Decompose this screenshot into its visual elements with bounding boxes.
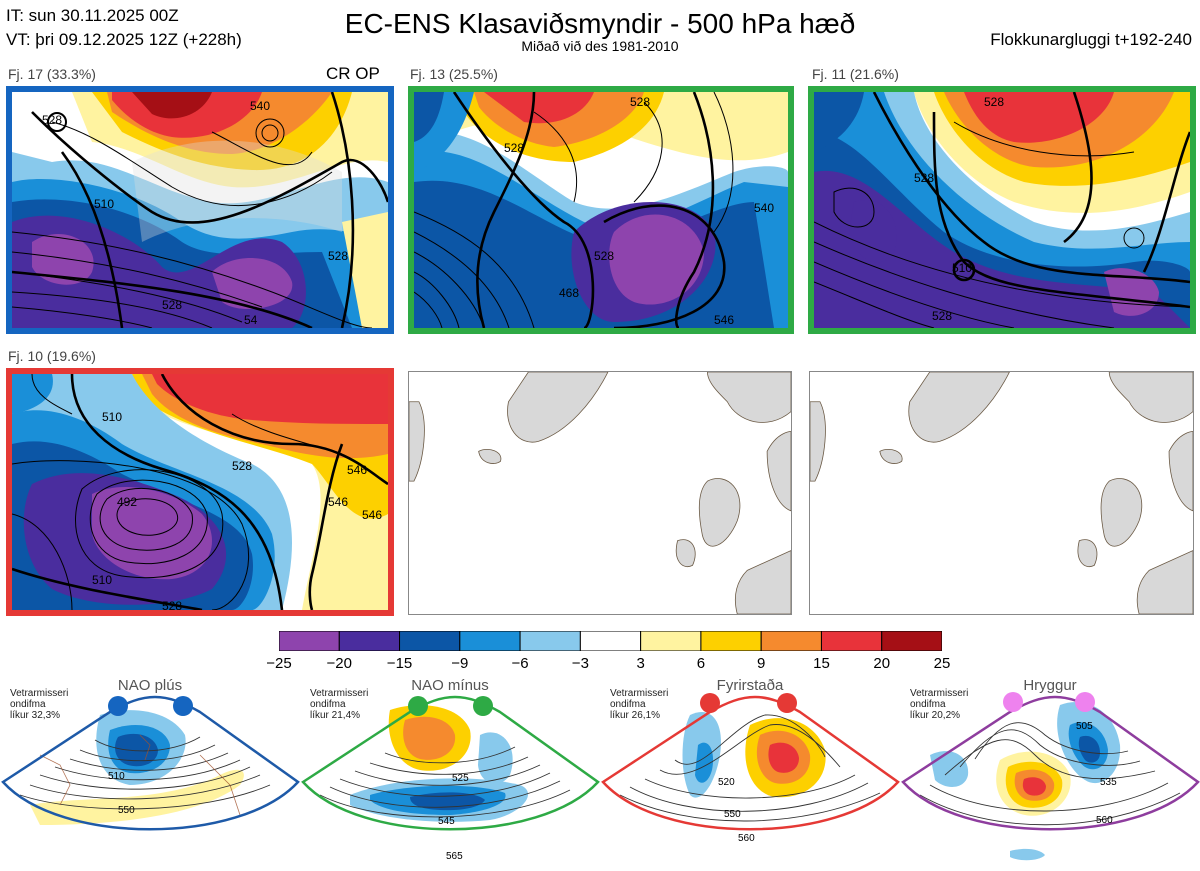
regime-ridge-title: Hryggur [1023, 677, 1077, 694]
legend-tick-label: −15 [386, 655, 413, 672]
cluster-1-flag: CR OP [326, 64, 380, 83]
legend-tick-label: −6 [511, 655, 529, 672]
regime-nao-minus-note: Vetrarmisseri ondifma líkur 21,4% [310, 688, 369, 721]
cluster-1-contour-label: 528 [42, 113, 62, 127]
cluster-4-map: 510 528 546 492 510 528 546 546 [6, 368, 394, 616]
cluster-3-map: 528 510 528 528 [808, 86, 1196, 334]
cluster-1-contour-label: 540 [250, 99, 270, 113]
regime-contour-label: 525 [452, 773, 469, 784]
cluster-4-contour-label: 510 [92, 573, 112, 587]
cluster-2-contour-label: 468 [559, 286, 579, 300]
regime-blocking-title: Fyrirstaða [716, 677, 784, 694]
legend-color-segment [519, 630, 581, 652]
cluster-4-contour-label: 546 [362, 508, 382, 522]
regime-ridge: 505 535 560 Hryggur Vetrarmisseri ondifm… [900, 675, 1200, 871]
cluster-3-contour-label: 528 [914, 171, 934, 185]
cluster-4-contour-label: 528 [162, 599, 182, 610]
legend-tick-label: −3 [571, 655, 589, 672]
legend-color-segment [579, 630, 642, 652]
regime-ridge-note: Vetrarmisseri ondifma líkur 20,2% [910, 688, 969, 721]
regime-contour-label: 565 [446, 851, 463, 862]
regime-contour-label: 550 [118, 805, 135, 816]
cluster-3-label: Fj. 11 (21.6%) [812, 66, 899, 82]
cluster-1-contour-label: 510 [94, 197, 114, 211]
cluster-4-label: Fj. 10 (19.6%) [8, 348, 96, 364]
legend-colorbar [278, 630, 943, 652]
legend-tick-label: 25 [933, 655, 951, 672]
cluster-2-contour-label: 528 [594, 249, 614, 263]
regime-nao-plus: 510 550 NAO plús Vetrarmisseri ondifma l… [0, 675, 300, 871]
legend-color-segment [459, 630, 521, 652]
legend-tick-label: 15 [813, 655, 830, 672]
page-title: EC-ENS Klasaviðsmyndir - 500 hPa hæð [344, 8, 856, 39]
cluster-3-contour-label: 528 [984, 95, 1004, 109]
cluster-2-contour-label: 546 [714, 313, 734, 327]
regime-contour-label: 520 [718, 777, 735, 788]
cluster-1-label: Fj. 17 (33.3%) [8, 66, 96, 82]
legend-tick-label: 3 [636, 655, 645, 672]
cluster-2-map: 528 528 540 528 468 546 [408, 86, 794, 334]
cluster-1-map: 528 540 510 528 528 54 [6, 86, 394, 334]
empty-basemap-1 [408, 371, 792, 615]
legend-color-segment [640, 630, 702, 652]
regime-contour-label: 505 [1076, 721, 1093, 732]
classification-window: Flokkunargluggi t+192-240 [990, 30, 1192, 49]
legend-tick-label: 9 [757, 655, 766, 672]
regime-nao-minus: 525 545 565 NAO mínus Vetrarmisseri ondi… [300, 675, 600, 871]
cluster-4-contour-label: 546 [347, 463, 367, 477]
cluster-4-contour-label: 528 [232, 459, 252, 473]
cluster-1-contour-label: 528 [162, 298, 182, 312]
legend-tick-label: 6 [696, 655, 706, 672]
legend-color-segment [700, 630, 762, 652]
legend-color-segment [760, 630, 822, 652]
cluster-2-contour-label: 528 [630, 95, 650, 109]
legend-color-segment [338, 630, 401, 652]
cluster-4-contour-label: 492 [117, 495, 137, 509]
cluster-3-contour-label: 510 [952, 261, 972, 275]
regime-nao-plus-note: Vetrarmisseri ondifma líkur 32,3% [10, 688, 69, 721]
legend-tick-label: −25 [266, 655, 292, 672]
legend-color-segment [278, 630, 340, 652]
legend-color-segment [399, 630, 461, 652]
legend-color-segment [820, 630, 883, 652]
cluster-1-contour-label: 54 [244, 313, 258, 327]
cluster-1-contour-label: 528 [328, 249, 348, 263]
regime-contour-label: 560 [738, 833, 755, 844]
legend-tick-labels: −25 −20 −15 −9 −6 −3 3 6 9 15 20 25 [266, 655, 950, 675]
regime-blocking-note: Vetrarmisseri ondifma líkur 26,1% [610, 688, 669, 721]
empty-basemap-2 [809, 371, 1194, 615]
page-subtitle: Miðað við des 1981-2010 [521, 38, 679, 54]
regime-blocking: 520 550 560 Fyrirstaða Vetrarmisseri ond… [600, 675, 900, 871]
init-time: IT: sun 30.11.2025 00Z [6, 6, 179, 25]
regime-contour-label: 545 [438, 816, 455, 827]
valid-time: VT: þri 09.12.2025 12Z (+228h) [6, 30, 242, 49]
regime-contour-label: 560 [1096, 815, 1113, 826]
cluster-2-contour-label: 540 [754, 201, 774, 215]
cluster-2-label: Fj. 13 (25.5%) [410, 66, 498, 82]
regime-nao-minus-title: NAO mínus [411, 677, 489, 694]
legend-color-segment [881, 630, 943, 652]
legend-tick-label: −9 [451, 655, 469, 672]
regime-contour-label: 535 [1100, 777, 1117, 788]
cluster-4-contour-label: 546 [328, 495, 348, 509]
color-legend [278, 630, 943, 652]
legend-tick-label: −20 [326, 655, 352, 672]
cluster-3-contour-label: 528 [932, 309, 952, 323]
regime-contour-label: 550 [724, 809, 741, 820]
regime-contour-label: 510 [108, 771, 125, 782]
legend-tick-label: 20 [873, 655, 891, 672]
cluster-2-contour-label: 528 [504, 141, 524, 155]
cluster-4-contour-label: 510 [102, 410, 122, 424]
regime-nao-plus-title: NAO plús [117, 677, 183, 694]
